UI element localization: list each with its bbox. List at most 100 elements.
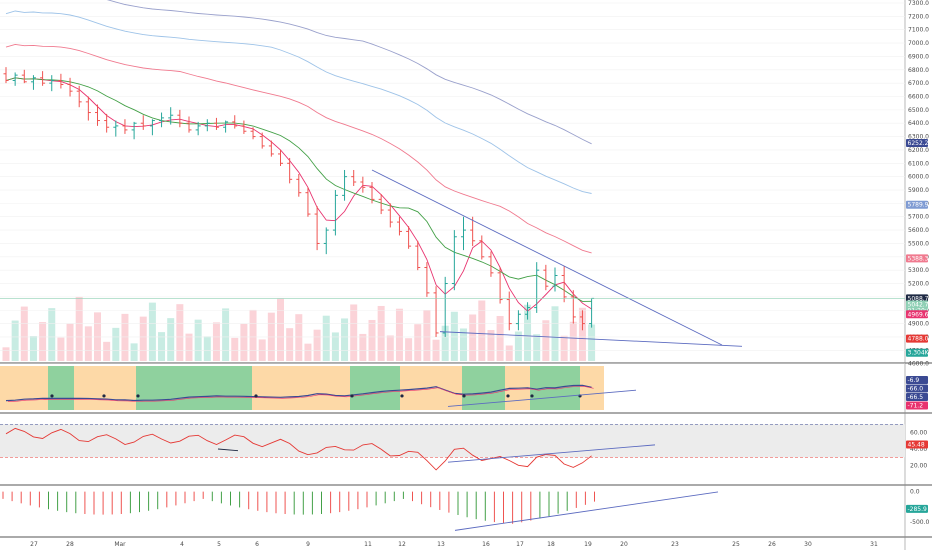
rsi-tick-label: 20.00	[910, 463, 927, 470]
oscillator-zone	[136, 366, 252, 410]
oscillator-dot	[136, 394, 140, 398]
price-tick-label: 6100.0	[908, 160, 929, 167]
volume-bar	[48, 308, 56, 361]
grid	[0, 2, 905, 364]
rsi-tag-bg	[906, 440, 928, 449]
price-tag-bg	[906, 334, 928, 343]
volume-bar	[469, 314, 477, 361]
time-tick-label: 17	[516, 541, 524, 548]
time-tick-label: 4	[180, 541, 184, 548]
price-tick-label: 5600.0	[908, 227, 929, 234]
oscillator-tag-bg	[906, 384, 928, 393]
price-tick-label: 6800.0	[908, 67, 929, 74]
volume-bar	[39, 322, 47, 361]
histogram-tag-label: -285.9	[908, 506, 928, 513]
price-tag: 5789.9	[906, 200, 929, 209]
oscillator-zone	[252, 366, 350, 410]
time-tick-label: 31	[870, 541, 878, 548]
oscillator-tag-label: -66.5	[908, 394, 924, 401]
rsi-mark	[217, 448, 239, 452]
price-tick-label: 5900.0	[908, 187, 929, 194]
oscillator-tag-label: -66.0	[908, 386, 924, 393]
price-tag-label: 6252.2	[908, 140, 929, 147]
volume-bars	[2, 296, 596, 361]
histogram-tag: -285.9	[906, 504, 928, 513]
oscillator-tag-bg	[906, 393, 928, 401]
volume-bar	[231, 337, 239, 361]
oscillator-zone	[350, 366, 400, 410]
oscillator-dot	[254, 394, 258, 398]
volume-bar	[194, 319, 202, 361]
price-tick-label: 6300.0	[908, 134, 929, 141]
oscillator-tag: -71.2	[906, 401, 928, 410]
time-tick-label: 11	[364, 541, 372, 548]
oscillator-line	[5, 384, 592, 402]
support-trendline	[439, 331, 743, 347]
price-tag: 5388.3	[906, 254, 929, 263]
oscillator-dot	[530, 394, 534, 398]
volume-bar	[423, 310, 431, 361]
histogram-tick-label: -500.0	[910, 519, 930, 526]
ma-slowest-line	[106, 0, 592, 145]
price-tag-bg	[906, 294, 928, 303]
price-tick-label: 7200.0	[908, 13, 929, 20]
volume-bar	[560, 335, 568, 361]
trendlines	[0, 169, 905, 347]
price-tick-label: 7100.0	[908, 27, 929, 34]
rsi-tick-label: 40.00	[910, 446, 927, 453]
oscillator-zone	[48, 366, 74, 410]
oscillator-zone	[462, 366, 505, 410]
price-tag-bg	[906, 348, 928, 357]
volume-bar	[103, 341, 111, 361]
volume-bar	[368, 319, 376, 361]
volume-bar	[341, 318, 349, 361]
volume-bar	[578, 307, 586, 361]
price-tick-label: 5700.0	[908, 214, 929, 221]
time-tick-label: 30	[804, 541, 812, 548]
volume-bar	[331, 332, 339, 361]
price-tag-bg	[906, 254, 928, 263]
rsi-tag: 45.48	[906, 440, 928, 449]
volume-bar	[176, 304, 184, 361]
volume-bar	[359, 333, 367, 361]
rsi-panel: 60.00 40.00 20.00 45.48	[0, 423, 928, 471]
time-tick-label: 20	[620, 541, 628, 548]
volume-bar	[514, 331, 522, 361]
volume-bar	[240, 323, 248, 361]
price-tag-label: 3.304K	[908, 350, 930, 357]
volume-bar	[185, 333, 193, 361]
volume-bar	[57, 337, 65, 361]
volume-bar	[139, 316, 147, 361]
volume-bar	[386, 335, 394, 361]
oscillator-dot	[462, 394, 466, 398]
time-tick-label: 16	[482, 541, 490, 548]
volume-bar	[203, 336, 211, 361]
volume-bar	[20, 306, 28, 361]
histogram-tag-bg	[906, 504, 928, 513]
price-tag-label: 5789.9	[908, 202, 929, 209]
volume-bar	[121, 313, 129, 361]
volume-bar	[304, 343, 312, 361]
oscillator-tag-label: -71.2	[908, 403, 924, 410]
price-tag: 5088.7	[906, 294, 929, 303]
rsi-trendline	[447, 444, 656, 463]
price-tag-label: 5088.7	[908, 295, 929, 302]
volume-bar	[450, 311, 458, 361]
oscillator-tag-bg	[906, 401, 928, 410]
time-tick-label: 26	[768, 541, 776, 548]
oscillator-panel: -6.9 -66.0-66.5 -71.2	[0, 366, 928, 410]
price-tick-label: 5300.0	[908, 267, 929, 274]
time-tick-label: 9	[306, 541, 310, 548]
price-tag-label: 4788.0	[908, 336, 929, 343]
rsi-tick-label: 60.00	[910, 430, 927, 437]
volume-bar	[322, 315, 330, 361]
ma-slower-line	[5, 10, 592, 194]
volume-bar	[84, 326, 92, 361]
volume-bar	[377, 305, 385, 361]
volume-bar	[478, 300, 486, 361]
price-tag-label: 4969.6	[908, 311, 929, 318]
price-tick-label: 6200.0	[908, 147, 929, 154]
time-tick-label: 18	[547, 541, 555, 548]
price-tick-label: 4900.0	[908, 321, 929, 328]
